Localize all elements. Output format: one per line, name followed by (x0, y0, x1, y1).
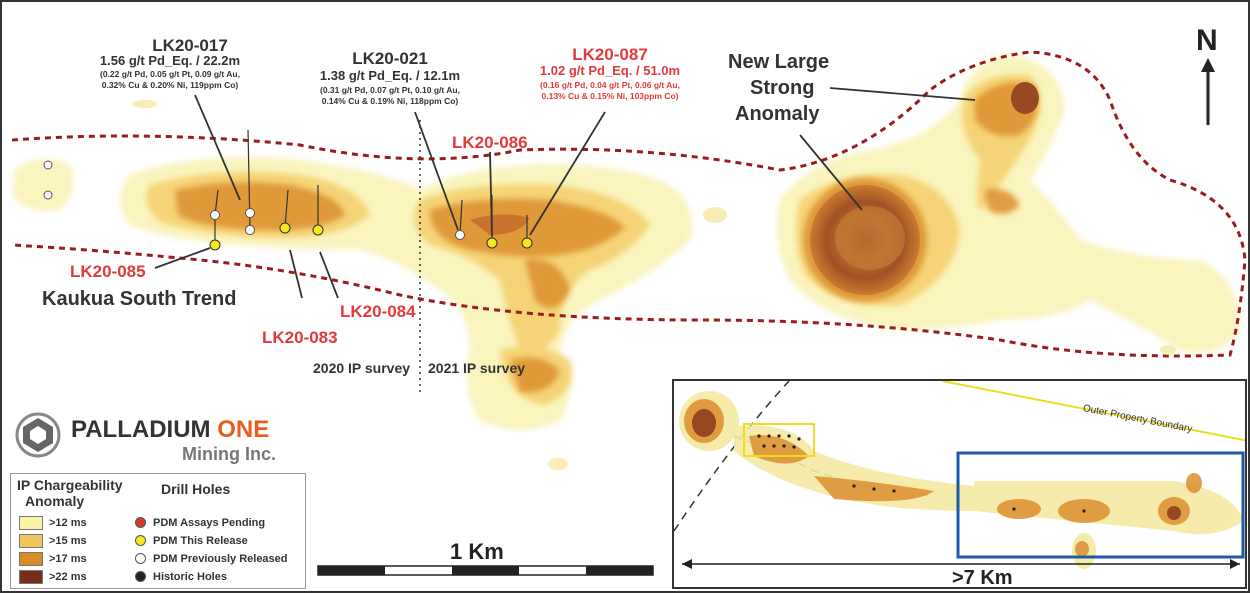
legend-swatch (19, 570, 43, 584)
hole-detail-lk20-087-1: (0.16 g/t Pd, 0.04 g/t Pt, 0.06 g/t Au, (540, 80, 680, 90)
north-arrow (1201, 58, 1215, 125)
property-boundary-line (941, 381, 1245, 442)
hole-label-lk20-083: LK20-083 (262, 328, 338, 347)
legend-swatch (19, 534, 43, 548)
legend-hole-marker (135, 571, 146, 582)
legend-hole-label: PDM This Release (153, 535, 248, 547)
anomaly-label-2: Strong (750, 77, 815, 99)
north-label: N (1196, 24, 1218, 57)
hole-detail-lk20-017-2: 0.32% Cu & 0.20% Ni, 119ppm Co) (101, 80, 239, 90)
hole-detail-lk20-017-1: (0.22 g/t Pd, 0.05 g/t Pt, 0.09 g/t Au, (100, 69, 240, 79)
anomaly-label-1: New Large (728, 51, 830, 73)
minor-anomalies (132, 100, 1176, 470)
trend-label: Kaukua South Trend (42, 288, 237, 310)
hole-label-lk20-084: LK20-084 (340, 302, 416, 321)
legend-holes-title: Drill Holes (161, 481, 231, 497)
legend-anomaly-title-2: Anomaly (25, 493, 85, 509)
scale-bar (317, 565, 654, 576)
legend-swatch (19, 516, 43, 530)
hole-label-lk20-086: LK20-086 (452, 133, 528, 152)
legend-hole-marker (135, 535, 146, 546)
anomaly-label-3: Anomaly (735, 103, 820, 125)
hole-grade-lk20-087: 1.02 g/t Pd_Eq. / 51.0m (539, 63, 681, 78)
legend-hole-label: Historic Holes (153, 571, 227, 583)
anomaly-22ms (470, 82, 1039, 295)
legend-swatch (19, 552, 43, 566)
callout-lines (154, 87, 976, 299)
legend-anomaly-label: >17 ms (49, 553, 87, 565)
legend: IP Chargeability Anomaly Drill Holes >12… (10, 473, 306, 589)
inset-dashed-curve (674, 381, 790, 532)
drill-collars (43, 160, 533, 251)
hole-detail-lk20-021-1: (0.31 g/t Pd, 0.07 g/t Pt, 0.10 g/t Au, (320, 85, 460, 95)
hole-grade-lk20-017: 1.56 g/t Pd_Eq. / 22.2m (99, 53, 241, 68)
logo-name-1: PALLADIUM (71, 416, 211, 443)
inset-map (674, 381, 1245, 569)
palladium-logo: PALLADIUM ONE Mining Inc. (15, 410, 305, 470)
logo-sub: Mining Inc. (182, 444, 276, 464)
legend-hole-label: PDM Previously Released (153, 553, 288, 565)
logo-name-2: ONE (217, 416, 270, 443)
survey-2021-label: 2021 IP survey (428, 360, 526, 376)
hole-detail-lk20-087-2: 0.13% Cu & 0.15% Ni, 103ppm Co) (541, 91, 679, 101)
survey-2020-label: 2020 IP survey (313, 360, 411, 376)
scale-label-1km: 1 Km (450, 539, 504, 564)
hole-label-lk20-085: LK20-085 (70, 262, 146, 281)
hole-grade-lk20-021: 1.38 g/t Pd_Eq. / 12.1m (319, 68, 461, 83)
hole-label-lk20-017: LK20-017 (152, 36, 228, 55)
trend-envelope-line (11, 50, 1247, 358)
hole-label-lk20-087: LK20-087 (572, 45, 648, 64)
inset-focus-frame (956, 451, 1245, 559)
overview-inset: Outer Property Boundary >7 Km (672, 379, 1247, 589)
legend-hole-marker (135, 553, 146, 564)
legend-anomaly-label: >22 ms (49, 571, 87, 583)
legend-anomaly-label: >15 ms (49, 535, 87, 547)
hole-label-lk20-021: LK20-021 (352, 49, 428, 68)
legend-hole-marker (135, 517, 146, 528)
legend-anomaly-label: >12 ms (49, 517, 87, 529)
aperture-icon (15, 412, 61, 458)
legend-anomaly-title-1: IP Chargeability (17, 477, 123, 493)
scale-label-7km: >7 Km (952, 567, 1013, 589)
legend-hole-label: PDM Assays Pending (153, 517, 266, 529)
hole-detail-lk20-021-2: 0.14% Cu & 0.19% Ni, 118ppm Co) (321, 96, 459, 106)
